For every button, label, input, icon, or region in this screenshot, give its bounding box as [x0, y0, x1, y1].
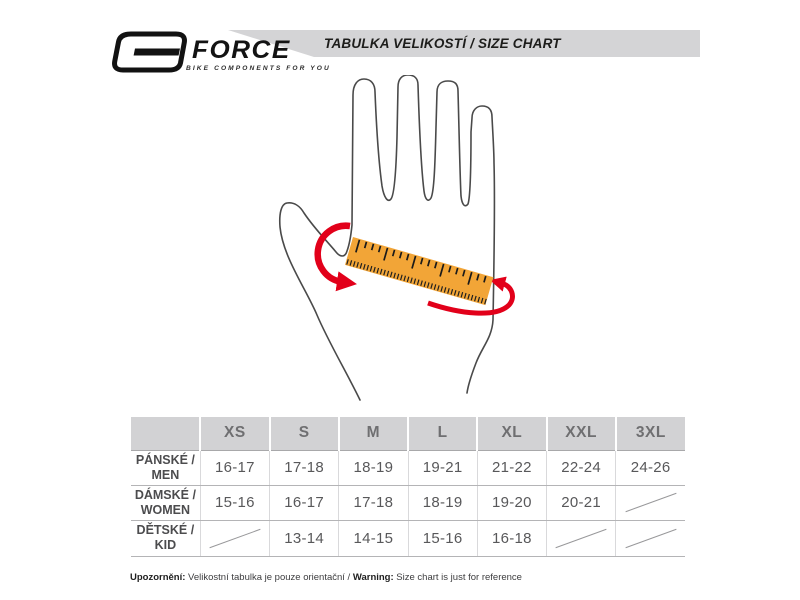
- table-row: DĚTSKÉ / KID 13-14 14-15 15-16 16-18: [131, 520, 685, 557]
- column-header: XS: [200, 417, 271, 451]
- measuring-ruler: [345, 237, 494, 306]
- page-title: TABULKA VELIKOSTÍ / SIZE CHART: [324, 36, 561, 51]
- size-cell: [546, 520, 617, 557]
- size-cell: 16-18: [477, 520, 548, 557]
- footnote-en-text: Size chart is just for reference: [393, 572, 522, 583]
- size-cell: 17-18: [338, 485, 409, 521]
- size-cell: 14-15: [338, 520, 409, 557]
- size-cell: 18-19: [408, 485, 478, 521]
- header-row: XS S M L XL XXL 3XL: [131, 417, 685, 451]
- column-header: L: [408, 417, 479, 451]
- size-cell: 16-17: [269, 485, 340, 521]
- size-cell: [615, 485, 685, 521]
- size-cell: 16-17: [200, 450, 271, 486]
- footnote-cs-label: Upozornění:: [130, 572, 186, 583]
- column-header: M: [338, 417, 410, 451]
- wrap-arrow-right: [427, 276, 515, 316]
- size-cell: 13-14: [269, 520, 340, 557]
- size-cell: 15-16: [200, 485, 271, 521]
- force-logo: FORCE BIKE COMPONENTS FOR YOU: [110, 28, 329, 76]
- footnote-en-label: Warning:: [352, 572, 394, 583]
- size-cell: 21-22: [477, 450, 548, 486]
- ruler-ticks: [355, 239, 487, 285]
- size-cell: 15-16: [408, 520, 478, 557]
- table-row: DÁMSKÉ / WOMEN 15-16 16-17 17-18 18-19 19-20 20…: [131, 485, 685, 521]
- wrap-arrow-left: [314, 222, 357, 292]
- not-available-slash: [625, 492, 677, 513]
- ruler-body: [345, 237, 494, 306]
- column-header: XXL: [546, 417, 617, 451]
- not-available-slash: [625, 528, 677, 548]
- size-cell: 18-19: [338, 450, 409, 486]
- column-header: XL: [477, 417, 548, 451]
- row-label: DÁMSKÉ / WOMEN: [131, 485, 201, 521]
- size-table-header: XS S M L XL XXL 3XL: [131, 417, 685, 451]
- size-cell: 19-21: [408, 450, 478, 486]
- size-cell: 20-21: [546, 485, 617, 521]
- corner-cell: [131, 417, 202, 451]
- hand-measurement-illustration: [278, 75, 515, 401]
- column-header: S: [269, 417, 340, 451]
- size-cell: 22-24: [546, 450, 617, 486]
- size-cell: [615, 520, 685, 557]
- size-cell: 17-18: [269, 450, 340, 486]
- not-available-slash: [555, 528, 607, 548]
- size-table: XS S M L XL XXL 3XL PÁNSKÉ / MEN 16-17 17-18 18-19…: [131, 417, 685, 557]
- size-cell: [200, 520, 271, 557]
- force-f-icon: [112, 31, 187, 73]
- size-cell: 24-26: [615, 450, 685, 486]
- brand-tagline: BIKE COMPONENTS FOR YOU: [186, 65, 331, 72]
- table-row: PÁNSKÉ / MEN 16-17 17-18 18-19 19-21 21-22 22-2…: [131, 450, 685, 486]
- row-label: PÁNSKÉ / MEN: [131, 450, 201, 486]
- column-header: 3XL: [615, 417, 685, 451]
- footnote-cs-text: Velikostní tabulka je pouze orientační /: [185, 572, 353, 583]
- not-available-slash: [209, 528, 261, 548]
- size-cell: 19-20: [477, 485, 548, 521]
- footnote: Upozornění: Velikostní tabulka je pouze …: [130, 572, 522, 583]
- hand-outline: [278, 75, 496, 401]
- row-label: DĚTSKÉ / KID: [131, 520, 201, 557]
- brand-wordmark: FORCE: [192, 36, 291, 64]
- force-f-icon-bar: [133, 48, 180, 56]
- force-f-icon-outline: [112, 31, 187, 73]
